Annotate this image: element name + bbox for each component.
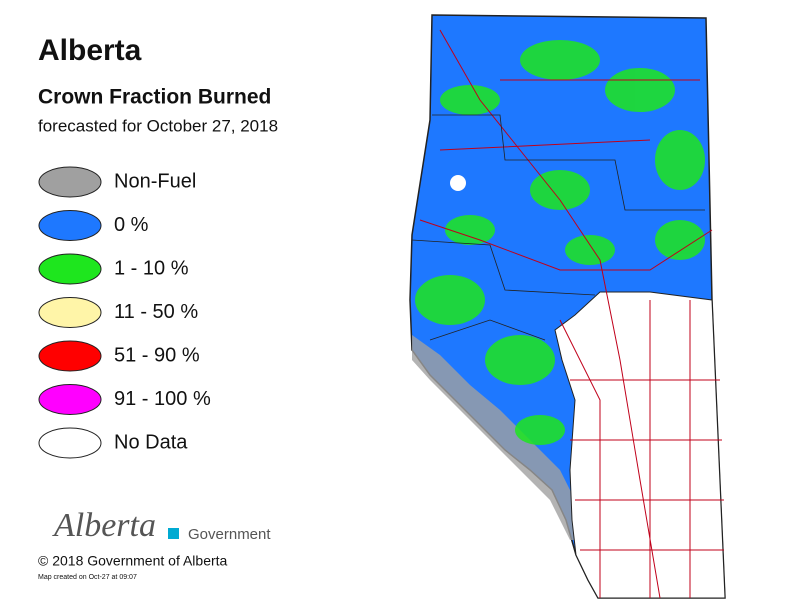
- legend-label: 91 - 100 %: [114, 388, 211, 410]
- legend-swatch: [38, 384, 102, 415]
- legend-label: 0 %: [114, 214, 149, 236]
- legend-swatch: [38, 210, 102, 241]
- copyright: © 2018 Government of Alberta: [38, 553, 228, 569]
- logo-government: Government: [188, 526, 271, 543]
- legend-label: 1 - 10 %: [114, 257, 189, 279]
- non-fuel-area: [412, 335, 580, 540]
- legend-label: Non-Fuel: [114, 170, 196, 192]
- legend-label: 11 - 50 %: [114, 301, 198, 323]
- legend-swatch: [38, 253, 102, 285]
- legend-swatch: [38, 427, 102, 459]
- green-patches: [415, 40, 705, 445]
- legend-swatch: [38, 340, 102, 372]
- created-note: Map created on Oct-27 at 09:07: [38, 574, 137, 581]
- map-subtitle: Crown Fraction Burned: [38, 86, 271, 109]
- roads: [419, 29, 724, 599]
- legend-swatch: [38, 297, 102, 328]
- legend-swatch: [38, 166, 102, 198]
- boundaries: [411, 114, 705, 341]
- logo-mark: [168, 528, 179, 539]
- no-data-area: [554, 291, 726, 599]
- forecast-date: forecasted for October 27, 2018: [38, 116, 278, 135]
- map-title: Alberta: [38, 34, 142, 67]
- legend-label: No Data: [114, 431, 188, 453]
- logo-word: Alberta: [52, 507, 156, 544]
- legend-label: 51 - 90 %: [114, 344, 200, 366]
- lake: [450, 175, 466, 191]
- legend: Non-Fuel 0 % 1 - 10 % 11 - 50 % 51 - 90 % 91 …: [38, 166, 211, 459]
